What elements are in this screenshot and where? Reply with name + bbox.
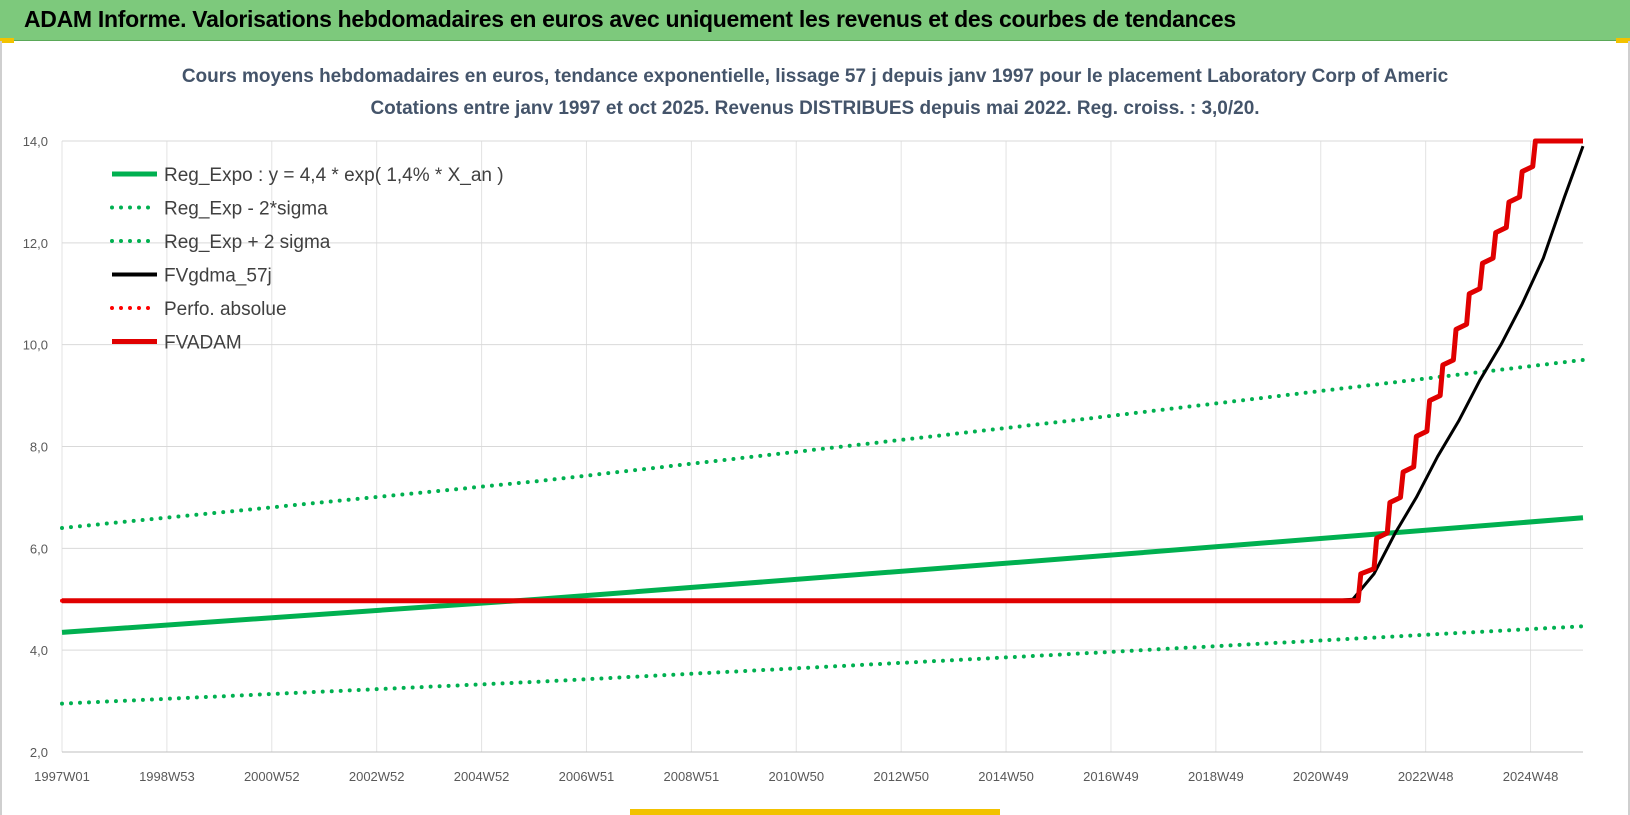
legend-label-5: Perfo. absolue [164, 299, 287, 320]
y-tick-label: 12,0 [23, 236, 48, 251]
report-title: ADAM Informe. Valorisations hebdomadaire… [24, 6, 1236, 32]
bottom-accent-bar [630, 809, 1000, 815]
legend-label-1: Reg_Expo : y = 4,4 * exp( 1,4% * X_an ) [164, 165, 504, 186]
series-line-2 [60, 624, 1585, 706]
x-tick-label: 2010W50 [768, 769, 824, 784]
chart-frame [0, 41, 1630, 815]
y-tick-label: 4,0 [30, 643, 48, 658]
x-tick-label: 2014W50 [978, 769, 1034, 784]
legend-label-4: FVgdma_57j [164, 266, 272, 287]
x-tick-label: 2020W49 [1293, 769, 1349, 784]
legend-label-2: Reg_Exp - 2*sigma [164, 199, 328, 220]
legend-label-3: Reg_Exp + 2 sigma [164, 232, 331, 253]
y-tick-label: 14,0 [23, 134, 48, 149]
corner-marker-left [0, 38, 14, 43]
x-tick-label: 2022W48 [1398, 769, 1454, 784]
x-tick-label: 2000W52 [244, 769, 300, 784]
chart-subtitle: Cotations entre janv 1997 et oct 2025. R… [370, 98, 1260, 119]
x-tick-label: 2012W50 [873, 769, 929, 784]
x-tick-label: 2018W49 [1188, 769, 1244, 784]
corner-marker-right [1616, 38, 1630, 43]
x-tick-label: 2024W48 [1503, 769, 1559, 784]
chart-title: Cours moyens hebdomadaires en euros, ten… [181, 66, 1449, 87]
series-line-6 [62, 138, 1583, 604]
x-tick-label: 2016W49 [1083, 769, 1139, 784]
series-line-3 [60, 357, 1585, 530]
legend-label-6: FVADAM [164, 333, 242, 354]
report-banner: ADAM Informe. Valorisations hebdomadaire… [0, 0, 1630, 41]
y-tick-label: 2,0 [30, 745, 48, 760]
y-tick-label: 10,0 [23, 338, 48, 353]
x-tick-label: 2004W52 [454, 769, 510, 784]
series-line-1 [61, 515, 1584, 635]
y-tick-label: 6,0 [30, 541, 48, 556]
x-tick-label: 2006W51 [559, 769, 615, 784]
x-tick-label: 2002W52 [349, 769, 405, 784]
x-tick-label: 1998W53 [139, 769, 195, 784]
x-tick-label: 1997W01 [34, 769, 90, 784]
x-tick-label: 2008W51 [664, 769, 720, 784]
y-tick-label: 8,0 [30, 440, 48, 455]
